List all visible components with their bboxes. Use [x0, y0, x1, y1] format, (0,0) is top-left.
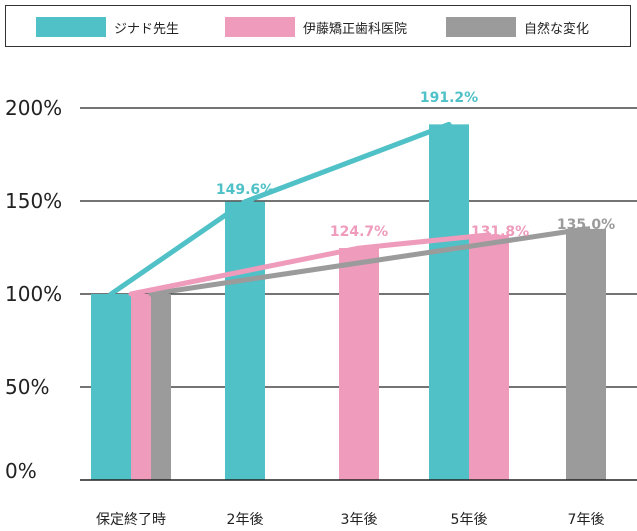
bar-series1-2 [339, 248, 379, 480]
x-tick-label: 5年後 [451, 512, 488, 528]
bar-series0-3 [429, 124, 469, 481]
data-label-series1-3: 131.8% [471, 224, 529, 240]
x-tick-label: 7年後 [568, 512, 605, 528]
y-tick-label: 50% [5, 375, 49, 399]
y-tick-label: 0% [5, 459, 37, 483]
legend-swatch-ito [225, 17, 295, 37]
y-tick-label: 150% [5, 189, 62, 213]
trend-line-series2 [148, 226, 589, 297]
data-label-series1-2: 124.7% [330, 224, 388, 240]
trend-line-series0 [108, 121, 452, 297]
trend-line-series1 [128, 232, 492, 297]
y-tick-label: 200% [5, 96, 62, 120]
data-label-series0-1: 149.6% [216, 182, 274, 198]
bar-series0-1 [225, 201, 265, 480]
bar-series1-3 [469, 234, 509, 480]
legend-label-natural: 自然な変化 [524, 21, 590, 37]
bar-series0-0 [91, 294, 131, 480]
y-tick-label: 100% [5, 282, 62, 306]
chart-legend: ジナド先生 伊藤矯正歯科医院 自然な変化 [5, 5, 631, 47]
legend-item-jinado: ジナド先生 [36, 17, 179, 37]
data-label-series2-4: 135.0% [557, 217, 615, 233]
x-tick-label: 保定終了時 [96, 512, 166, 528]
legend-item-ito: 伊藤矯正歯科医院 [225, 17, 407, 37]
x-tick-label: 3年後 [341, 512, 378, 528]
bar-series2-4 [566, 228, 606, 480]
legend-item-natural: 自然な変化 [446, 17, 589, 37]
legend-label-jinado: ジナド先生 [114, 21, 180, 37]
legend-swatch-jinado [36, 17, 106, 37]
legend-swatch-natural [446, 17, 516, 37]
data-label-series0-3: 191.2% [420, 90, 478, 106]
x-tick-label: 2年後 [227, 512, 264, 528]
legend-label-ito: 伊藤矯正歯科医院 [303, 21, 408, 37]
